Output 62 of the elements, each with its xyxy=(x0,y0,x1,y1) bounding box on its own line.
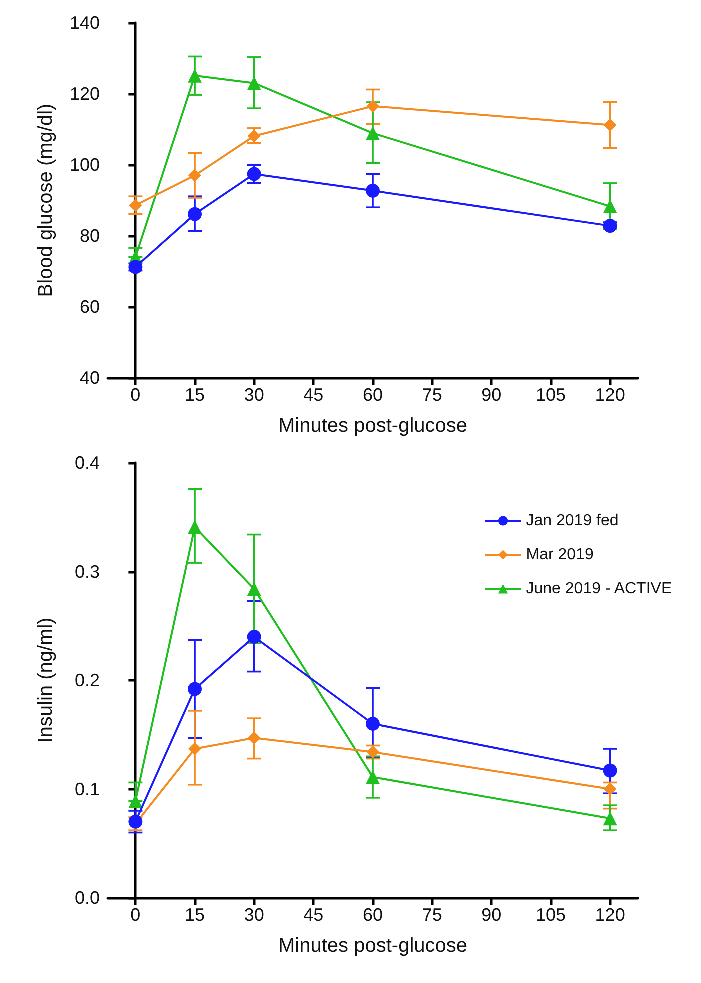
x-tick-label: 60 xyxy=(362,385,384,405)
point xyxy=(366,184,380,198)
y-tick-label: 60 xyxy=(80,297,100,317)
legend-label: Jan 2019 fed xyxy=(526,512,619,530)
y-tick-label: 120 xyxy=(70,84,100,104)
x-tick-label: 15 xyxy=(185,905,206,925)
y-tick-label: 0.4 xyxy=(74,453,100,473)
x-tick-label: 90 xyxy=(482,905,502,925)
x-tick-label: 45 xyxy=(304,905,324,925)
x-tick-label: 75 xyxy=(422,905,442,925)
y-tick-label: 100 xyxy=(70,155,100,175)
point xyxy=(188,169,202,182)
point xyxy=(247,582,262,596)
point xyxy=(188,68,202,83)
point xyxy=(366,100,380,113)
point xyxy=(604,118,617,132)
point xyxy=(128,814,143,829)
point xyxy=(188,742,202,756)
x-tick-label: 30 xyxy=(244,385,264,405)
x-tick-label: 120 xyxy=(595,905,626,925)
legend-label: June 2019 - ACTIVE xyxy=(526,580,672,598)
point xyxy=(366,717,380,731)
y-tick-label: 0.0 xyxy=(74,888,100,908)
x-tick-label: 120 xyxy=(595,385,626,405)
y-tick-label: 0.2 xyxy=(74,670,100,690)
x-axis-title: Minutes post-glucose xyxy=(278,935,468,957)
y-tick-label: 0.1 xyxy=(74,779,100,800)
point xyxy=(366,770,380,784)
legend-label: Mar 2019 xyxy=(526,546,594,564)
point xyxy=(603,764,618,778)
x-tick-label: 0 xyxy=(130,905,141,925)
y-axis-title: Blood glucose (mg/dl) xyxy=(35,104,57,298)
y-tick-label: 140 xyxy=(70,13,100,33)
y-tick-label: 40 xyxy=(80,368,100,388)
point xyxy=(603,219,618,234)
x-tick-label: 0 xyxy=(130,385,141,405)
point xyxy=(129,198,142,212)
y-tick-label: 80 xyxy=(80,226,100,246)
point xyxy=(188,520,202,534)
x-axis-title: Minutes post-glucose xyxy=(278,415,468,437)
point xyxy=(188,682,202,696)
point xyxy=(247,76,262,90)
x-tick-label: 45 xyxy=(304,385,324,405)
point xyxy=(188,207,202,222)
point xyxy=(603,812,618,826)
x-tick-label: 75 xyxy=(422,385,442,405)
point xyxy=(247,630,262,644)
point xyxy=(247,167,262,182)
point xyxy=(128,260,143,274)
x-tick-label: 105 xyxy=(536,385,566,405)
x-tick-label: 90 xyxy=(482,385,502,405)
x-tick-label: 105 xyxy=(536,905,566,925)
point xyxy=(603,200,618,214)
y-axis-title: Insulin (ng/ml) xyxy=(35,618,57,744)
x-tick-label: 15 xyxy=(185,385,206,405)
point xyxy=(366,126,380,140)
point xyxy=(248,732,261,745)
y-tick-label: 0.3 xyxy=(74,562,100,582)
point xyxy=(604,782,617,796)
x-tick-label: 30 xyxy=(244,905,264,925)
x-tick-label: 60 xyxy=(362,905,384,925)
point xyxy=(128,794,143,808)
